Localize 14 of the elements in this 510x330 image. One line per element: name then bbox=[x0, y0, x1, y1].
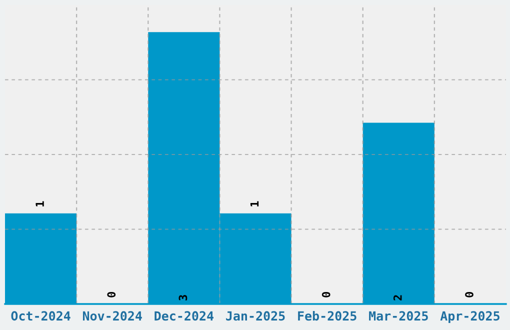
data-label: 0 bbox=[465, 292, 474, 298]
x-tick-label: Jan-2025 bbox=[226, 311, 285, 321]
data-label: 0 bbox=[322, 292, 330, 298]
x-tick-label: Nov-2024 bbox=[82, 311, 142, 321]
data-label: 0 bbox=[107, 292, 116, 298]
x-tick-label: Oct-2024 bbox=[11, 311, 70, 321]
x-tick-label: Apr-2025 bbox=[440, 311, 500, 324]
data-label: 1 bbox=[250, 201, 259, 206]
x-tick-label: Mar-2025 bbox=[369, 311, 428, 321]
data-label: 1 bbox=[36, 201, 44, 206]
data-label: 2 bbox=[393, 295, 402, 300]
x-tick-label: Feb-2025 bbox=[298, 310, 356, 321]
data-label: 3 bbox=[178, 295, 188, 300]
x-tick-label: Dec-2024 bbox=[154, 311, 214, 321]
